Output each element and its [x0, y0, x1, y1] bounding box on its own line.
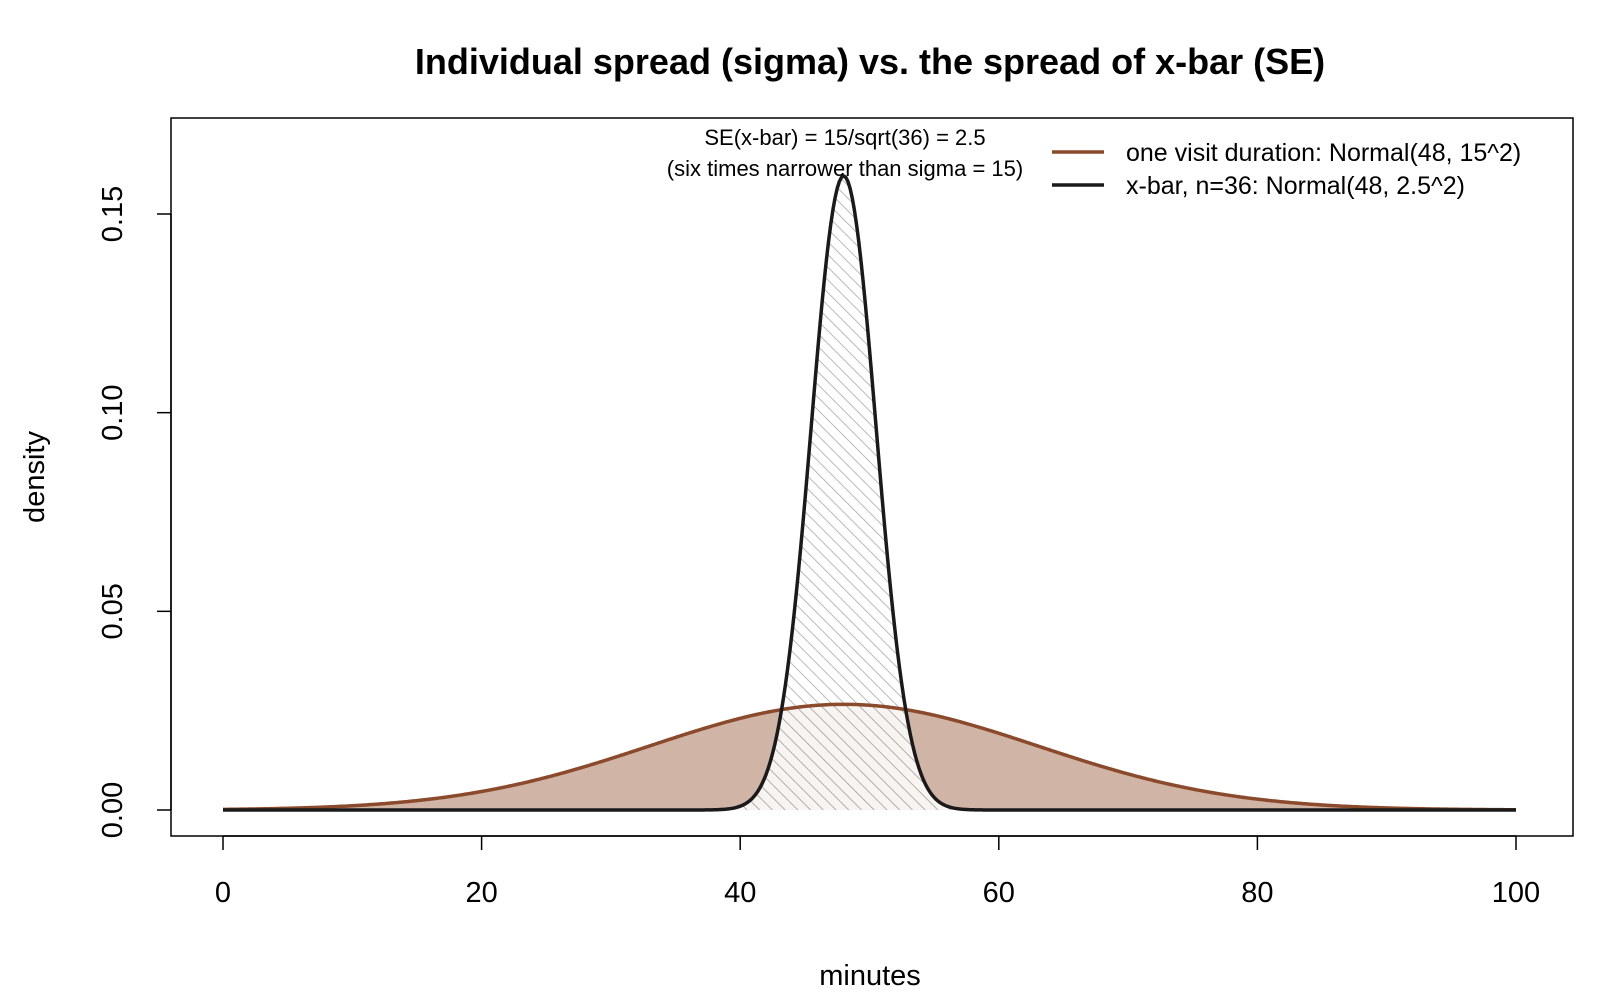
legend: one visit duration: Normal(48, 15^2) x-b…: [1052, 139, 1521, 200]
x-axis: 0 20 40 60 80 100: [215, 835, 1540, 909]
x-tick-label-0: 0: [215, 877, 231, 909]
series-1-area: [223, 175, 1516, 810]
x-tick-label-1: 20: [465, 877, 497, 909]
plot-area: [222, 174, 1517, 812]
series-0-line: [222, 702, 1517, 812]
y-axis: 0.00 0.05 0.10 0.15: [97, 186, 172, 838]
y-tick-label-0: 0.00: [97, 782, 129, 838]
x-tick-label-3: 60: [983, 877, 1015, 909]
x-axis-label: minutes: [819, 960, 921, 992]
legend-label-xbar: x-bar, n=36: Normal(48, 2.5^2): [1126, 172, 1465, 200]
y-tick-label-1: 0.05: [97, 583, 129, 639]
series-1-line: [223, 174, 1516, 812]
legend-label-individual: one visit duration: Normal(48, 15^2): [1126, 139, 1521, 167]
y-tick-label-3: 0.15: [97, 186, 129, 242]
annotation-line-1: SE(x-bar) = 15/sqrt(36) = 2.5: [704, 125, 985, 150]
x-tick-label-2: 40: [724, 877, 756, 909]
x-tick-label-4: 80: [1241, 877, 1273, 909]
annotation-line-2: (six times narrower than sigma = 15): [667, 156, 1023, 181]
x-tick-label-5: 100: [1492, 877, 1540, 909]
y-tick-label-2: 0.10: [97, 384, 129, 440]
y-axis-label: density: [19, 431, 51, 523]
chart-title: Individual spread (sigma) vs. the spread…: [415, 41, 1325, 82]
